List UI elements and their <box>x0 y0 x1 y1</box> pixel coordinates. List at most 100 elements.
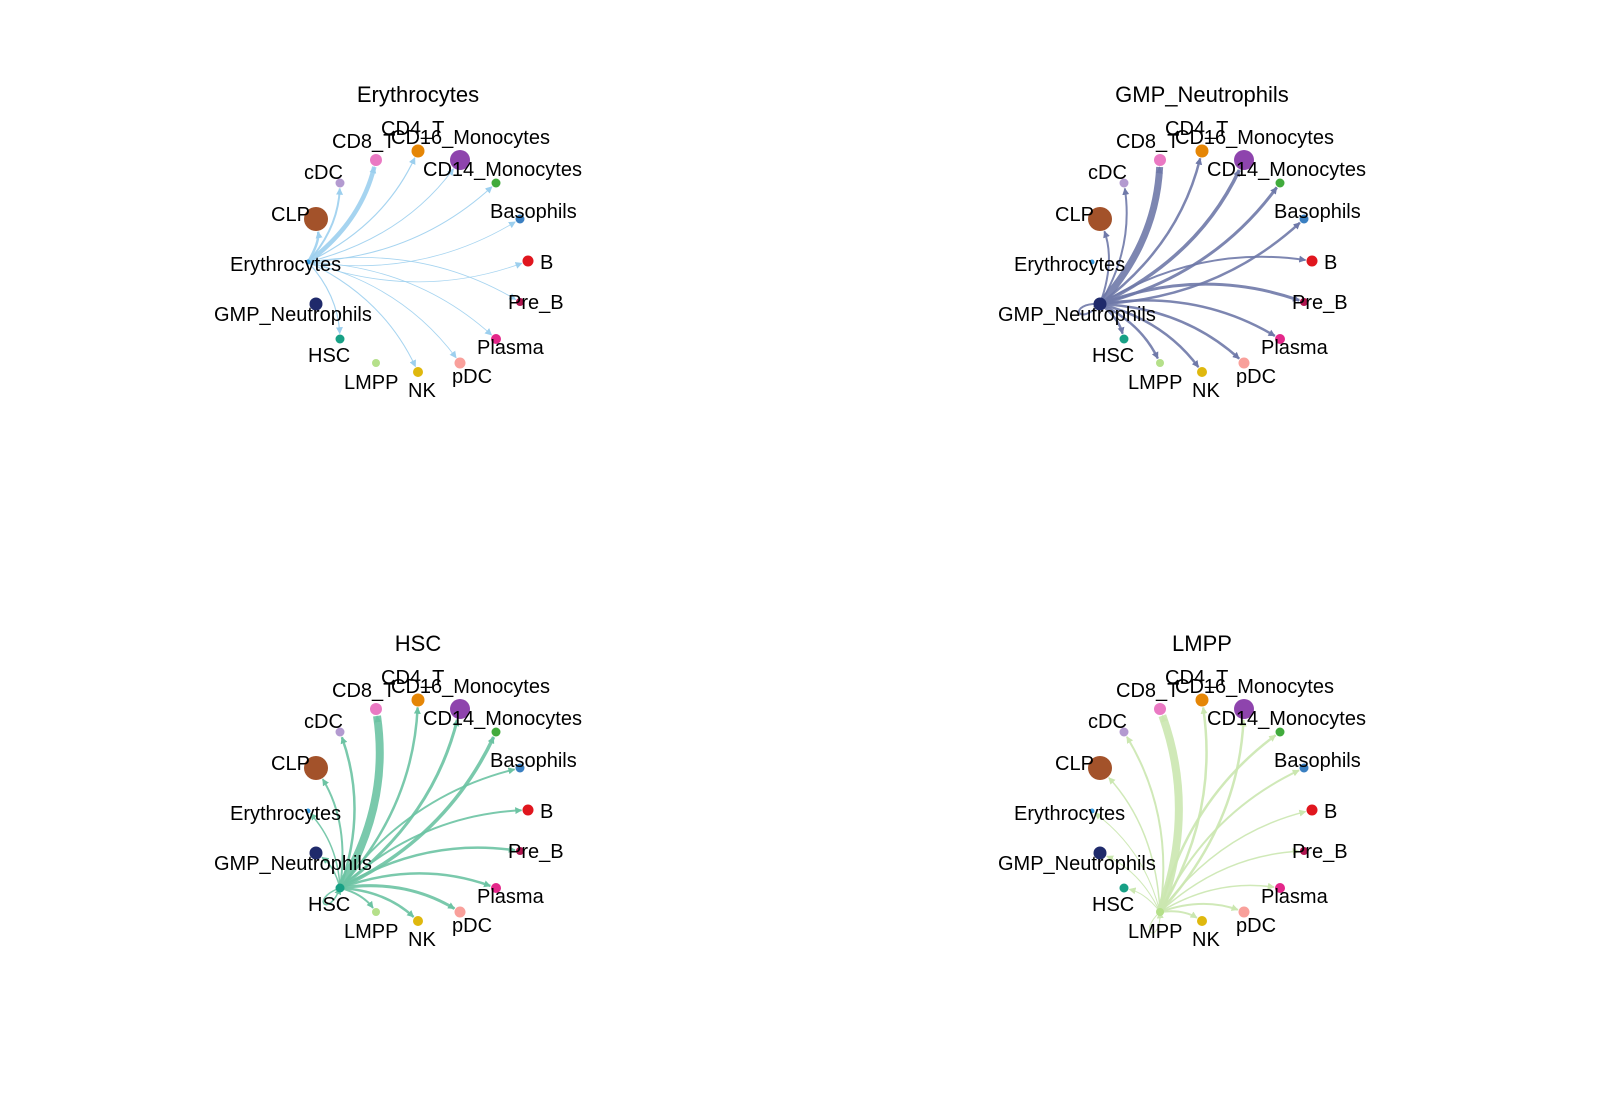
node-label-hsc: HSC <box>308 345 350 367</box>
edges <box>309 706 523 918</box>
node-pre-b <box>1300 298 1308 306</box>
edge-to-plasma <box>1099 299 1276 338</box>
edge-to-cdc <box>1125 736 1165 913</box>
node-cd14-monocytes <box>491 727 501 737</box>
node-plasma <box>1275 883 1285 893</box>
node-erythrocytes <box>305 808 311 814</box>
edge-to-pre-b <box>1099 282 1300 306</box>
node-label-plasma: Plasma <box>1261 886 1329 908</box>
node-cd14-monocytes <box>1275 178 1285 188</box>
node-gmp-neutrophils <box>309 846 323 860</box>
node-lmpp <box>372 908 380 916</box>
edge-to-b <box>339 807 523 889</box>
node-cd14-monocytes <box>491 178 501 188</box>
panel-title: Erythrocytes <box>357 82 479 107</box>
node-b <box>522 804 534 816</box>
node-label-pdc: pDC <box>1236 915 1276 937</box>
panel-title: LMPP <box>1172 631 1232 656</box>
node-cd4-t <box>411 693 425 707</box>
node-label-cdc: cDC <box>1088 711 1127 733</box>
node-label-plasma: Plasma <box>477 886 545 908</box>
node-label-cd16-monocytes: CD16_Monocytes <box>391 676 550 698</box>
edge-to-pdc <box>1159 902 1239 913</box>
node-label-nk: NK <box>1192 380 1220 402</box>
node-label-basophils: Basophils <box>490 201 577 223</box>
node-hsc <box>1119 883 1129 893</box>
node-cd16-monocytes <box>1234 150 1254 170</box>
node-label-pdc: pDC <box>452 915 492 937</box>
edge-to-cdc <box>338 736 356 889</box>
node-label-b: B <box>540 801 553 823</box>
node-gmp-neutrophils <box>1093 297 1107 311</box>
edge-to-b <box>1159 809 1307 913</box>
panel-title: HSC <box>395 631 442 656</box>
node-nk <box>413 916 423 926</box>
node-label-plasma: Plasma <box>1261 337 1329 359</box>
node-cd4-t <box>1195 144 1209 158</box>
node-label-erythrocytes: Erythrocytes <box>230 254 341 276</box>
edge-to-cd4-t <box>307 157 416 263</box>
node-label-cdc: cDC <box>304 162 343 184</box>
node-erythrocytes <box>1089 808 1095 814</box>
node-label-nk: NK <box>408 380 436 402</box>
edge-to-erythrocytes <box>309 813 341 889</box>
node-label-hsc: HSC <box>1092 345 1134 367</box>
node-pdc <box>454 906 466 918</box>
node-nk <box>1197 916 1207 926</box>
node-label-gmp-neutrophils: GMP_Neutrophils <box>214 853 372 875</box>
node-lmpp <box>1156 359 1164 367</box>
nodes <box>1088 144 1318 377</box>
edge-to-lmpp <box>1148 911 1164 934</box>
node-cd14-monocytes <box>1275 727 1285 737</box>
node-label-cd8-t: CD8_T <box>1116 680 1179 702</box>
node-label-b: B <box>1324 252 1337 274</box>
node-label-cd14-monocytes: CD14_Monocytes <box>423 159 582 181</box>
node-cd8-t <box>1154 154 1166 166</box>
edge-to-gmp-neutrophils <box>1106 855 1161 913</box>
node-label-cd4-t: CD4_T <box>1165 118 1228 140</box>
edge-to-nk <box>339 886 415 918</box>
node-label-cd4-t: CD4_T <box>381 667 444 689</box>
node-label-lmpp: LMPP <box>344 921 398 943</box>
edge-to-plasma <box>307 261 493 336</box>
node-label-cd14-monocytes: CD14_Monocytes <box>423 708 582 730</box>
node-plasma <box>1275 334 1285 344</box>
edge-to-basophils <box>307 221 516 267</box>
node-label-erythrocytes: Erythrocytes <box>1014 254 1125 276</box>
node-label-cd4-t: CD4_T <box>1165 667 1228 689</box>
node-cd8-t <box>370 703 382 715</box>
edges <box>306 157 523 368</box>
node-label-lmpp: LMPP <box>344 372 398 394</box>
node-label-clp: CLP <box>1055 753 1094 775</box>
node-label-erythrocytes: Erythrocytes <box>1014 803 1125 825</box>
edge-to-nk <box>1159 910 1198 919</box>
node-label-cd8-t: CD8_T <box>332 131 395 153</box>
edge-to-erythrocytes <box>1094 812 1161 913</box>
node-label-gmp-neutrophils: GMP_Neutrophils <box>214 304 372 326</box>
node-label-b: B <box>540 252 553 274</box>
edge-to-cd16-monocytes <box>307 168 454 263</box>
edge-to-hsc <box>307 261 343 335</box>
node-label-gmp-neutrophils: GMP_Neutrophils <box>998 853 1156 875</box>
node-cd16-monocytes <box>450 699 470 719</box>
node-pre-b <box>1300 847 1308 855</box>
node-clp <box>1088 207 1112 231</box>
node-gmp-neutrophils <box>309 297 323 311</box>
edge-to-plasma <box>339 872 492 890</box>
node-basophils <box>515 214 525 224</box>
edge-to-cd14-monocytes <box>307 186 493 263</box>
node-cd16-monocytes <box>1234 699 1254 719</box>
node-erythrocytes <box>1089 259 1095 265</box>
edge-to-pdc <box>1099 302 1241 360</box>
node-nk <box>413 367 423 377</box>
node-label-clp: CLP <box>271 753 310 775</box>
node-label-b: B <box>1324 801 1337 823</box>
node-pdc <box>1238 906 1250 918</box>
node-hsc <box>335 883 345 893</box>
node-pre-b <box>516 298 524 306</box>
node-label-basophils: Basophils <box>1274 201 1361 223</box>
